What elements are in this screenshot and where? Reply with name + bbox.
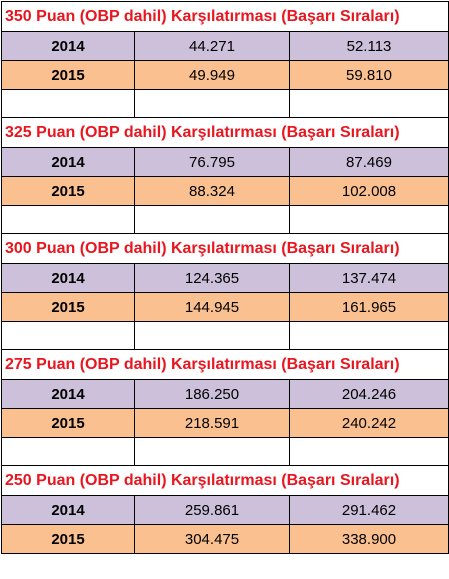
empty-cell xyxy=(1,205,135,234)
table-row: 2014 44.271 52.113 xyxy=(1,31,449,61)
value-cell: 76.795 xyxy=(134,147,290,177)
score-comparison-table: 350 Puan (OBP dahil) Karşılatırması (Baş… xyxy=(1,1,449,554)
value-cell: 204.246 xyxy=(289,379,449,409)
section-title-row: 250 Puan (OBP dahil) Karşılatırması (Baş… xyxy=(1,465,449,496)
table-row: 2015 144.945 161.965 xyxy=(1,292,449,322)
year-cell: 2015 xyxy=(1,176,135,206)
value-cell: 88.324 xyxy=(134,176,290,206)
empty-cell xyxy=(289,321,449,350)
empty-cell xyxy=(289,205,449,234)
value-cell: 87.469 xyxy=(289,147,449,177)
section-title-row: 325 Puan (OBP dahil) Karşılatırması (Baş… xyxy=(1,117,449,148)
table-row: 2015 304.475 338.900 xyxy=(1,524,449,554)
empty-cell xyxy=(134,321,290,350)
empty-cell xyxy=(1,321,135,350)
section-title: 325 Puan (OBP dahil) Karşılatırması (Baş… xyxy=(1,117,449,148)
empty-cell xyxy=(1,89,135,118)
year-cell: 2014 xyxy=(1,147,135,177)
section-title-row: 275 Puan (OBP dahil) Karşılatırması (Baş… xyxy=(1,349,449,380)
value-cell: 144.945 xyxy=(134,292,290,322)
section-title: 275 Puan (OBP dahil) Karşılatırması (Baş… xyxy=(1,349,449,380)
table-row: 2014 186.250 204.246 xyxy=(1,379,449,409)
empty-cell xyxy=(134,437,290,466)
year-cell: 2014 xyxy=(1,495,135,525)
table-row: 2014 76.795 87.469 xyxy=(1,147,449,177)
year-cell: 2014 xyxy=(1,379,135,409)
value-cell: 137.474 xyxy=(289,263,449,293)
year-cell: 2015 xyxy=(1,60,135,90)
table-row: 2015 88.324 102.008 xyxy=(1,176,449,206)
empty-cell xyxy=(289,437,449,466)
value-cell: 44.271 xyxy=(134,31,290,61)
blank-row xyxy=(1,89,449,118)
year-cell: 2015 xyxy=(1,292,135,322)
value-cell: 59.810 xyxy=(289,60,449,90)
table-row: 2015 49.949 59.810 xyxy=(1,60,449,90)
value-cell: 304.475 xyxy=(134,524,290,554)
blank-row xyxy=(1,321,449,350)
value-cell: 240.242 xyxy=(289,408,449,438)
value-cell: 186.250 xyxy=(134,379,290,409)
value-cell: 124.365 xyxy=(134,263,290,293)
section-title: 350 Puan (OBP dahil) Karşılatırması (Baş… xyxy=(1,1,449,32)
section-title-row: 350 Puan (OBP dahil) Karşılatırması (Baş… xyxy=(1,1,449,32)
empty-cell xyxy=(1,437,135,466)
value-cell: 218.591 xyxy=(134,408,290,438)
section-title: 250 Puan (OBP dahil) Karşılatırması (Baş… xyxy=(1,465,449,496)
value-cell: 52.113 xyxy=(289,31,449,61)
section-title: 300 Puan (OBP dahil) Karşılatırması (Baş… xyxy=(1,233,449,264)
value-cell: 49.949 xyxy=(134,60,290,90)
year-cell: 2015 xyxy=(1,524,135,554)
section-title-row: 300 Puan (OBP dahil) Karşılatırması (Baş… xyxy=(1,233,449,264)
year-cell: 2014 xyxy=(1,263,135,293)
empty-cell xyxy=(134,205,290,234)
blank-row xyxy=(1,437,449,466)
value-cell: 161.965 xyxy=(289,292,449,322)
table-row: 2014 259.861 291.462 xyxy=(1,495,449,525)
empty-cell xyxy=(134,89,290,118)
blank-row xyxy=(1,205,449,234)
table-row: 2015 218.591 240.242 xyxy=(1,408,449,438)
year-cell: 2015 xyxy=(1,408,135,438)
value-cell: 291.462 xyxy=(289,495,449,525)
value-cell: 102.008 xyxy=(289,176,449,206)
year-cell: 2014 xyxy=(1,31,135,61)
value-cell: 338.900 xyxy=(289,524,449,554)
value-cell: 259.861 xyxy=(134,495,290,525)
table-row: 2014 124.365 137.474 xyxy=(1,263,449,293)
empty-cell xyxy=(289,89,449,118)
